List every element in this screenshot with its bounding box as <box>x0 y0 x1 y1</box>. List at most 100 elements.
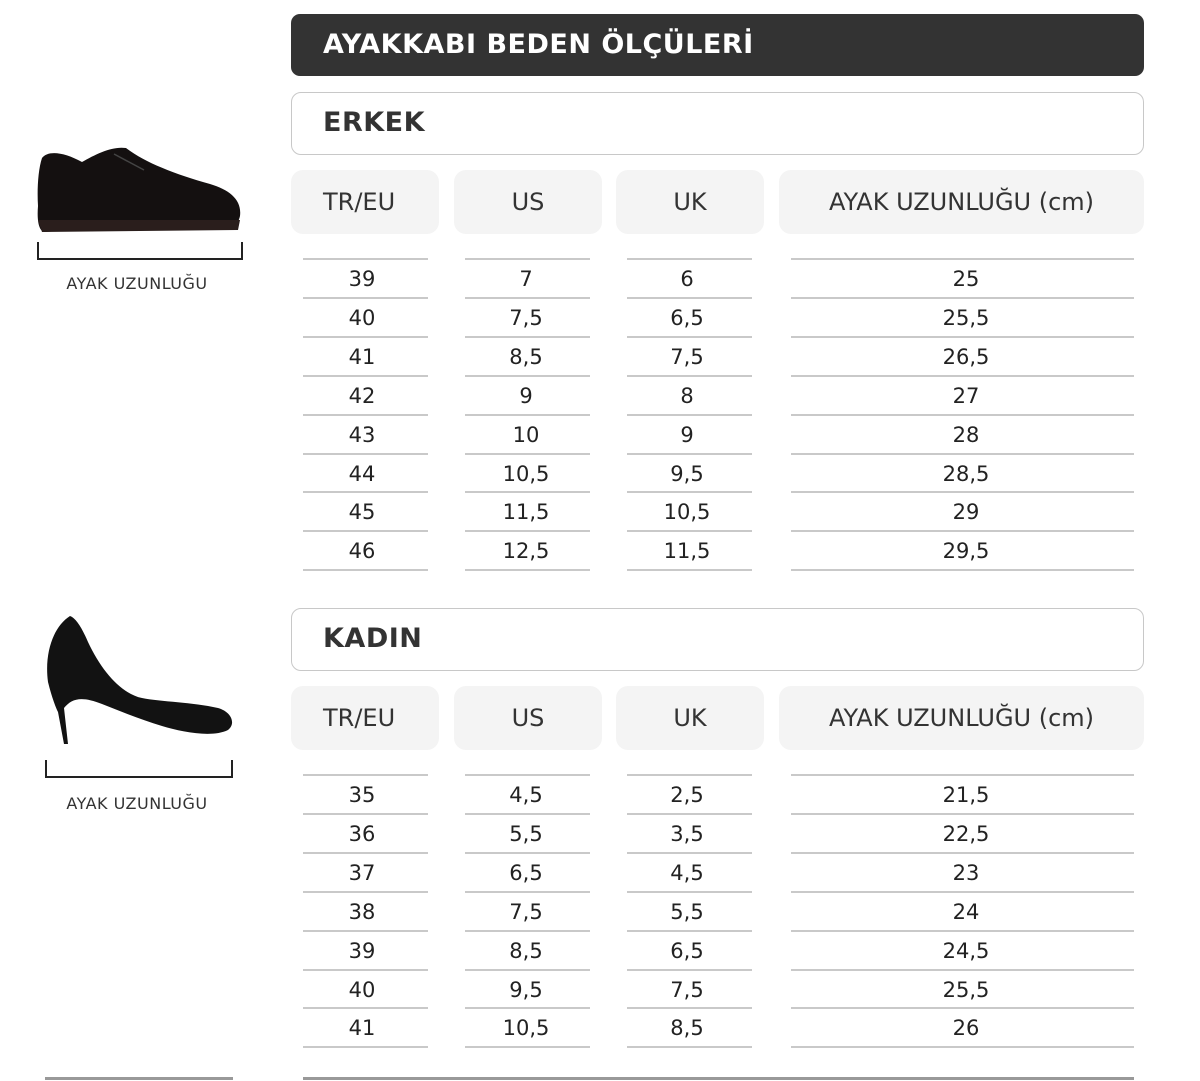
row-divider <box>303 812 428 815</box>
table-cell: 43 <box>348 422 376 447</box>
row-divider <box>465 258 590 260</box>
table-cell: 25,5 <box>942 305 990 330</box>
row-divider <box>627 530 752 533</box>
row-divider <box>465 335 590 338</box>
row-divider <box>465 1007 590 1010</box>
row-divider <box>465 890 590 893</box>
table-cell: 40 <box>348 305 376 330</box>
column-header: US <box>454 686 602 750</box>
column-header: UK <box>616 170 764 234</box>
table-cell: 35 <box>348 783 376 807</box>
table-cell: 40 <box>348 977 376 1002</box>
table-cell: 38 <box>348 899 376 924</box>
table-cell: 8,5 <box>509 344 543 369</box>
row-divider <box>465 1046 590 1049</box>
table-cell: 21,5 <box>942 783 990 807</box>
row-divider <box>465 774 590 776</box>
column-header: TR/EU <box>291 170 439 234</box>
row-divider <box>465 929 590 932</box>
row-divider <box>791 1007 1134 1010</box>
row-divider <box>627 491 752 494</box>
table-cell: 26,5 <box>942 344 990 369</box>
row-divider <box>465 569 590 572</box>
row-divider <box>303 452 428 455</box>
divider <box>303 1077 1134 1080</box>
row-divider <box>465 968 590 971</box>
table-cell: 24,5 <box>942 938 990 963</box>
row-divider <box>791 774 1134 776</box>
row-divider <box>303 774 428 776</box>
row-divider <box>303 968 428 971</box>
table-cell: 25 <box>952 267 980 291</box>
table-cell: 6,5 <box>670 938 704 963</box>
row-divider <box>465 452 590 455</box>
table-cell: 6 <box>680 267 694 291</box>
table-cell: 5,5 <box>509 821 543 846</box>
row-divider <box>303 1046 428 1049</box>
table-cell: 22,5 <box>942 821 990 846</box>
row-divider <box>303 851 428 854</box>
table-cell: 12,5 <box>502 539 550 564</box>
row-divider <box>791 1046 1134 1049</box>
table-cell: 25,5 <box>942 977 990 1002</box>
table-cell: 7 <box>519 267 533 291</box>
table-cell: 5,5 <box>670 899 704 924</box>
table-cell: 8,5 <box>670 1016 704 1041</box>
table-cell: 9,5 <box>509 977 543 1002</box>
table-cell: 4,5 <box>509 783 543 807</box>
table-cell: 4,5 <box>670 860 704 885</box>
section-heading: KADIN <box>291 608 1144 671</box>
row-divider <box>791 890 1134 893</box>
row-divider <box>465 413 590 416</box>
row-divider <box>303 258 428 260</box>
table-cell: 37 <box>348 860 376 885</box>
table-cell: 27 <box>952 383 980 408</box>
row-divider <box>791 258 1134 260</box>
row-divider <box>303 413 428 416</box>
row-divider <box>303 569 428 572</box>
row-divider <box>627 296 752 299</box>
row-divider <box>303 374 428 377</box>
table-cell: 44 <box>348 461 376 486</box>
table-cell: 8,5 <box>509 938 543 963</box>
table-cell: 39 <box>348 267 376 291</box>
table-cell: 24 <box>952 899 980 924</box>
table-cell: 36 <box>348 821 376 846</box>
row-divider <box>791 569 1134 572</box>
row-divider <box>303 335 428 338</box>
table-cell: 26 <box>952 1016 980 1041</box>
row-divider <box>303 296 428 299</box>
row-divider <box>791 812 1134 815</box>
row-divider <box>627 812 752 815</box>
row-divider <box>465 851 590 854</box>
table-cell: 46 <box>348 539 376 564</box>
table-cell: 29,5 <box>942 539 990 564</box>
row-divider <box>627 968 752 971</box>
page-title: AYAKKABI BEDEN ÖLÇÜLERİ <box>291 14 1144 76</box>
table-cell: 6,5 <box>670 305 704 330</box>
foot-length-bracket <box>37 242 243 260</box>
row-divider <box>791 452 1134 455</box>
table-cell: 9,5 <box>670 461 704 486</box>
table-cell: 41 <box>348 344 376 369</box>
row-divider <box>627 258 752 260</box>
divider <box>45 1077 233 1080</box>
row-divider <box>791 968 1134 971</box>
row-divider <box>627 774 752 776</box>
column-header: US <box>454 170 602 234</box>
row-divider <box>303 530 428 533</box>
row-divider <box>303 1007 428 1010</box>
row-divider <box>465 530 590 533</box>
row-divider <box>627 1046 752 1049</box>
table-cell: 7,5 <box>670 977 704 1002</box>
table-cell: 10,5 <box>502 461 550 486</box>
table-cell: 28 <box>952 422 980 447</box>
table-cell: 42 <box>348 383 376 408</box>
table-cell: 28,5 <box>942 461 990 486</box>
section-heading: ERKEK <box>291 92 1144 155</box>
foot-length-bracket <box>45 760 233 778</box>
womens-high-heel-icon <box>47 616 233 744</box>
row-divider <box>791 296 1134 299</box>
column-header: TR/EU <box>291 686 439 750</box>
row-divider <box>303 890 428 893</box>
